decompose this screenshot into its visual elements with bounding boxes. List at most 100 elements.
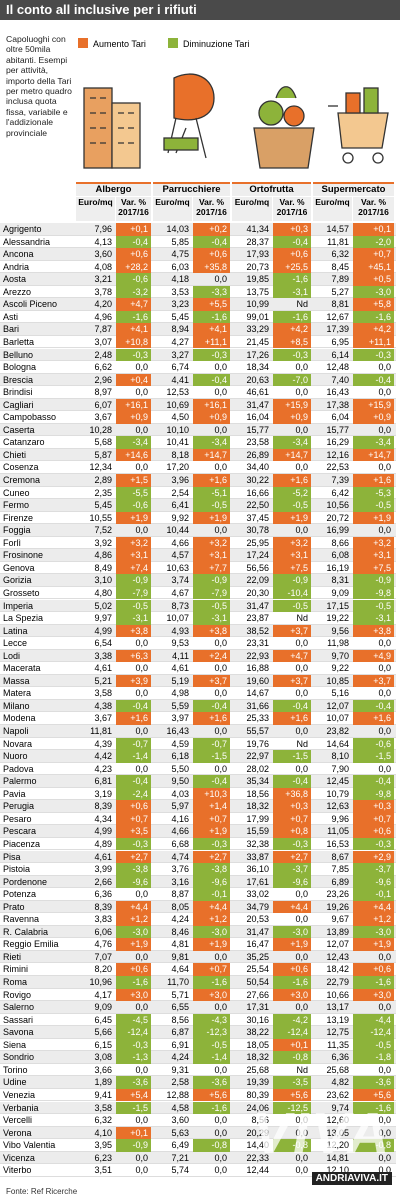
euro-per-mq: 4,64 xyxy=(171,964,189,975)
subheader: Var. % 2017/16 xyxy=(273,197,311,221)
city: Pescara xyxy=(3,826,37,837)
variation: -9,8 xyxy=(353,586,394,600)
variation: +10,8 xyxy=(116,335,151,349)
euro-per-mq: 2,35 xyxy=(94,487,112,498)
variation: 0,0 xyxy=(214,1152,227,1163)
city: Massa xyxy=(3,675,30,686)
euro-per-mq: 34,79 xyxy=(246,901,269,912)
variation: +0,5 xyxy=(353,273,394,286)
variation: 0,0 xyxy=(135,1115,148,1126)
variation: -0,3 xyxy=(116,837,151,851)
city: Belluno xyxy=(3,349,34,360)
variation: -2,0 xyxy=(353,235,394,249)
euro-per-mq: 37,45 xyxy=(246,512,269,523)
variation: +7,4 xyxy=(116,561,151,575)
variation: 0,0 xyxy=(378,1152,391,1163)
euro-per-mq: 7,87 xyxy=(94,324,112,335)
euro-per-mq: 3,97 xyxy=(171,713,189,724)
variation: -0,4 xyxy=(193,235,230,249)
variation: +1,9 xyxy=(116,938,151,951)
subheader-line: Var. % xyxy=(120,197,147,207)
title: Il conto all inclusive per i rifiuti xyxy=(0,0,400,20)
variation: 0,0 xyxy=(378,1115,391,1126)
variation: Nd xyxy=(296,613,308,624)
euro-per-mq: 9,67 xyxy=(331,914,349,925)
variation: -3,8 xyxy=(193,863,230,876)
variation: 0,0 xyxy=(295,362,308,373)
variation: +1,2 xyxy=(116,913,151,926)
euro-per-mq: 10,41 xyxy=(166,437,189,448)
variation: +14,7 xyxy=(353,448,394,462)
euro-per-mq: 10,07 xyxy=(166,613,189,624)
euro-per-mq: 18,05 xyxy=(246,1039,269,1050)
city: Pordenone xyxy=(3,876,48,887)
city: Verona xyxy=(3,1127,32,1138)
euro-per-mq: 19,60 xyxy=(246,675,269,686)
variation: +0,6 xyxy=(353,825,394,838)
euro-per-mq: 10,85 xyxy=(326,675,349,686)
variation: 0,0 xyxy=(135,1064,148,1075)
euro-per-mq: 20,72 xyxy=(326,512,349,523)
variation: +3,2 xyxy=(353,536,394,550)
variation: -9,6 xyxy=(273,875,311,889)
variation: +3,1 xyxy=(116,549,151,562)
euro-per-mq: 15,77 xyxy=(246,424,269,435)
euro-per-mq: 5,45 xyxy=(94,500,112,511)
variation: -0,4 xyxy=(116,775,151,788)
euro-per-mq: 4,99 xyxy=(94,826,112,837)
euro-per-mq: 33,29 xyxy=(246,324,269,335)
variation: 0,0 xyxy=(295,1152,308,1163)
variation: +14,7 xyxy=(273,448,311,462)
city: Macerata xyxy=(3,663,41,674)
variation: +3,7 xyxy=(193,674,230,688)
legend-swatch xyxy=(168,38,178,48)
variation: 0,0 xyxy=(295,889,308,900)
source: Fonte: Ref Ricerche xyxy=(6,1187,78,1196)
euro-per-mq: 14,03 xyxy=(166,224,189,234)
euro-per-mq: 16,66 xyxy=(246,487,269,498)
euro-per-mq: 10,63 xyxy=(166,562,189,573)
euro-per-mq: 1,89 xyxy=(94,1077,112,1088)
variation: 0,0 xyxy=(378,424,391,435)
euro-per-mq: 5,71 xyxy=(171,989,189,1000)
variation: +16,1 xyxy=(116,398,151,412)
city: Modena xyxy=(3,713,36,724)
euro-per-mq: 25,68 xyxy=(246,1064,269,1075)
euro-per-mq: 5,74 xyxy=(171,1165,189,1176)
euro-per-mq: 7,39 xyxy=(331,475,349,485)
subheader: Var. % 2017/16 xyxy=(353,197,394,221)
euro-per-mq: 4,13 xyxy=(94,236,112,247)
city: Genova xyxy=(3,562,35,573)
variation: 0,0 xyxy=(378,726,391,736)
euro-per-mq: 9,50 xyxy=(171,776,189,787)
euro-per-mq: 18,34 xyxy=(246,362,269,373)
variation: -0,6 xyxy=(116,273,151,286)
variation: +0,9 xyxy=(353,411,394,424)
variation: 0,0 xyxy=(214,362,227,373)
variation: -1,6 xyxy=(273,273,311,286)
euro-per-mq: 3,51 xyxy=(94,1165,112,1176)
variation: 0,0 xyxy=(135,1165,148,1176)
euro-per-mq: 3,27 xyxy=(171,349,189,360)
variation: -1,6 xyxy=(193,976,230,989)
euro-per-mq: 26,89 xyxy=(246,449,269,460)
variation: +15,9 xyxy=(273,398,311,412)
group-header: Supermercato xyxy=(313,182,394,196)
euro-per-mq: 8,73 xyxy=(171,600,189,611)
euro-per-mq: 8,20 xyxy=(94,964,112,975)
subheader-line: Var. % xyxy=(198,197,225,207)
variation: +3,9 xyxy=(116,674,151,688)
variation: -9,6 xyxy=(193,875,230,889)
variation: +0,3 xyxy=(353,800,394,813)
variation: +3,8 xyxy=(193,624,230,638)
subheader-line: 2017/16 xyxy=(118,207,149,217)
euro-per-mq: 17,38 xyxy=(326,399,349,410)
variation: -0,5 xyxy=(273,599,311,613)
variation: 0,0 xyxy=(378,638,391,649)
group-header: Parrucchiere xyxy=(153,182,230,196)
euro-per-mq: 4,24 xyxy=(171,914,189,925)
variation: 0,0 xyxy=(135,1002,148,1013)
euro-per-mq: 15,59 xyxy=(246,826,269,837)
city: Frosinone xyxy=(3,550,44,561)
variation: +7,7 xyxy=(193,561,230,575)
